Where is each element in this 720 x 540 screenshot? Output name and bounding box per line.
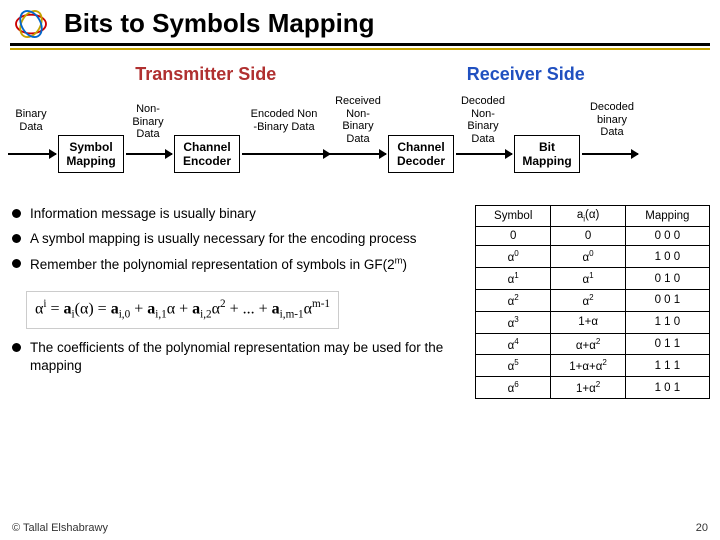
table-cell: 0 0 1 bbox=[625, 289, 709, 311]
arrow bbox=[582, 153, 638, 155]
label-binary-data: BinaryData bbox=[8, 108, 54, 133]
table-header-row: Symbol ai(α) Mapping bbox=[476, 206, 710, 227]
th-symbol: Symbol bbox=[476, 206, 551, 227]
copyright: © Tallal Elshabrawy bbox=[12, 522, 108, 534]
arrow bbox=[456, 153, 512, 155]
table-cell: 0 bbox=[551, 227, 625, 246]
table-cell: 1+α2 bbox=[551, 377, 625, 399]
table-cell: 0 1 1 bbox=[625, 333, 709, 355]
table-cell: 1 0 1 bbox=[625, 377, 709, 399]
page-title: Bits to Symbols Mapping bbox=[64, 8, 375, 39]
table-cell: 1 0 0 bbox=[625, 246, 709, 268]
box-channel-encoder: ChannelEncoder bbox=[174, 135, 240, 173]
table-row: α61+α21 0 1 bbox=[476, 377, 710, 399]
arrow bbox=[242, 153, 330, 155]
table-cell: 1 1 1 bbox=[625, 355, 709, 377]
table-cell: α3 bbox=[476, 311, 551, 333]
formula: αi = ai(α) = ai,0 + ai,1α + ai,2α2 + ...… bbox=[26, 291, 339, 329]
table-cell: 1 1 0 bbox=[625, 311, 709, 333]
table-cell: α0 bbox=[476, 246, 551, 268]
rx-label: Receiver Side bbox=[467, 64, 585, 85]
table-cell: α0 bbox=[551, 246, 625, 268]
bullet-item: The coefficients of the polynomial repre… bbox=[10, 339, 461, 375]
table-cell: α2 bbox=[476, 289, 551, 311]
table-row: α51+α+α21 1 1 bbox=[476, 355, 710, 377]
table-cell: α1 bbox=[476, 268, 551, 290]
footer: © Tallal Elshabrawy 20 bbox=[12, 522, 708, 534]
label-decoded-b: DecodedbinaryData bbox=[584, 101, 640, 139]
bullets-column: Information message is usually binary A … bbox=[10, 205, 461, 399]
table-row: α0α01 0 0 bbox=[476, 246, 710, 268]
table-cell: α6 bbox=[476, 377, 551, 399]
table-row: α2α20 0 1 bbox=[476, 289, 710, 311]
bullet-item: Information message is usually binary bbox=[10, 205, 461, 223]
arrow bbox=[126, 153, 172, 155]
arrow bbox=[330, 153, 386, 155]
table-cell: 1+α bbox=[551, 311, 625, 333]
tx-label: Transmitter Side bbox=[135, 64, 276, 85]
table-row: α31+α1 1 0 bbox=[476, 311, 710, 333]
bullet-list-bottom: The coefficients of the polynomial repre… bbox=[10, 339, 461, 375]
logo bbox=[12, 9, 50, 39]
table-cell: α1 bbox=[551, 268, 625, 290]
table-cell: α+α2 bbox=[551, 333, 625, 355]
bullet-item: A symbol mapping is usually necessary fo… bbox=[10, 230, 461, 248]
th-ai: ai(α) bbox=[551, 206, 625, 227]
content-row: Information message is usually binary A … bbox=[10, 205, 710, 399]
label-non-binary: Non-BinaryData bbox=[126, 103, 170, 141]
table-cell: α4 bbox=[476, 333, 551, 355]
bullet-list-top: Information message is usually binary A … bbox=[10, 205, 461, 274]
page-number: 20 bbox=[696, 522, 708, 534]
box-channel-decoder: ChannelDecoder bbox=[388, 135, 454, 173]
table-cell: 0 bbox=[476, 227, 551, 246]
table-body: 000 0 0α0α01 0 0α1α10 1 0α2α20 0 1α31+α1… bbox=[476, 227, 710, 399]
table-cell: 0 0 0 bbox=[625, 227, 709, 246]
mapping-table: Symbol ai(α) Mapping 000 0 0α0α01 0 0α1α… bbox=[475, 205, 710, 399]
label-decoded-nb: DecodedNon-BinaryData bbox=[456, 95, 510, 146]
box-bit-mapping: BitMapping bbox=[514, 135, 580, 173]
table-cell: α5 bbox=[476, 355, 551, 377]
table-row: 000 0 0 bbox=[476, 227, 710, 246]
divider-yellow bbox=[10, 48, 710, 50]
table-cell: α2 bbox=[551, 289, 625, 311]
side-labels: Transmitter Side Receiver Side bbox=[40, 64, 680, 85]
th-mapping: Mapping bbox=[625, 206, 709, 227]
bullet-text: Remember the polynomial representation o… bbox=[30, 257, 407, 272]
label-encoded: Encoded Non-Binary Data bbox=[242, 108, 326, 133]
table-row: α1α10 1 0 bbox=[476, 268, 710, 290]
block-diagram: BinaryData SymbolMapping Non-BinaryData … bbox=[8, 93, 712, 193]
label-received: ReceivedNon-BinaryData bbox=[330, 95, 386, 146]
bullet-item: Remember the polynomial representation o… bbox=[10, 255, 461, 274]
header: Bits to Symbols Mapping bbox=[0, 0, 720, 43]
arrow bbox=[8, 153, 56, 155]
table-cell: 0 1 0 bbox=[625, 268, 709, 290]
table-cell: 1+α+α2 bbox=[551, 355, 625, 377]
box-symbol-mapping: SymbolMapping bbox=[58, 135, 124, 173]
divider-black bbox=[10, 43, 710, 46]
table-row: α4α+α20 1 1 bbox=[476, 333, 710, 355]
